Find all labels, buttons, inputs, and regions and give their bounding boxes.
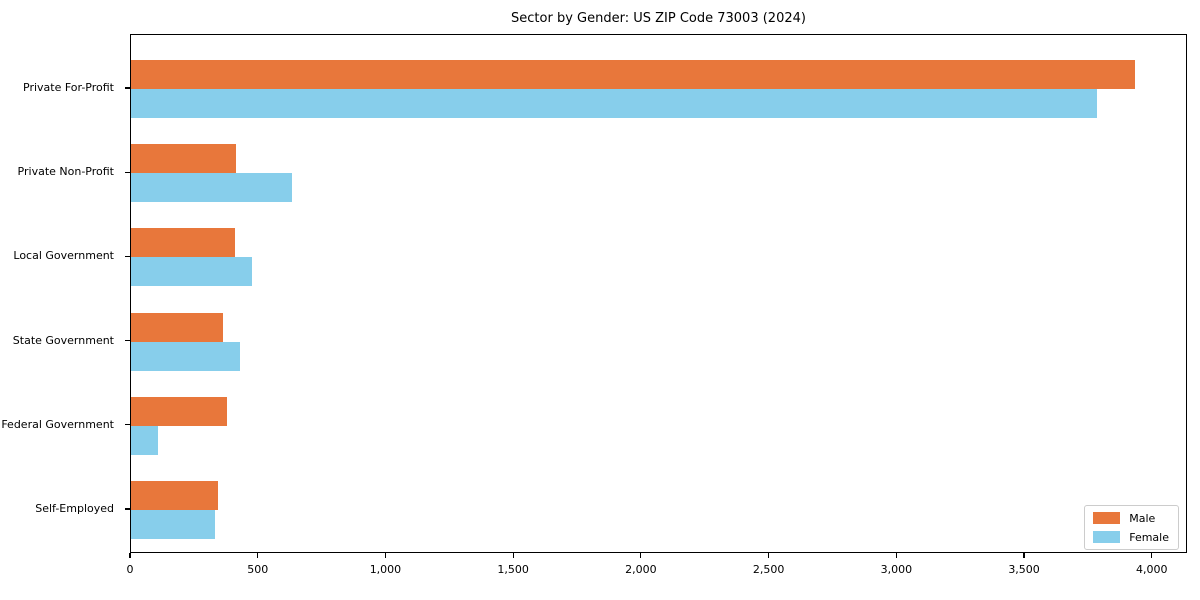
x-axis: 0 500 1,000 1,500 2,000 2,500 3,000 3,500 4,000 xyxy=(127,553,1187,583)
y-axis-tick-mark xyxy=(125,424,130,426)
legend-label-male: Male xyxy=(1129,511,1156,525)
legend-label-female: Female xyxy=(1129,530,1169,544)
bar-female-6 xyxy=(131,510,216,539)
y-axis-label: Federal Government xyxy=(1,417,114,431)
x-axis-tick-mark xyxy=(768,553,770,558)
bar-female-2 xyxy=(131,173,292,203)
y-axis-tick-mark xyxy=(125,255,130,257)
bar-male-5 xyxy=(131,396,227,426)
legend-swatch-female-icon xyxy=(1093,531,1121,543)
x-axis-tick-mark xyxy=(384,553,387,558)
x-axis-tick-mark xyxy=(895,553,897,558)
x-axis-tick-label: 2,500 xyxy=(752,563,785,576)
x-axis-tick-mark xyxy=(640,553,642,558)
bar-male-3 xyxy=(131,228,235,258)
x-axis-tick-label: 1,500 xyxy=(497,563,529,576)
x-axis-tick-label: 500 xyxy=(247,563,269,576)
x-axis-tick-label: 4,000 xyxy=(1136,563,1168,576)
x-axis-tick-mark xyxy=(257,553,259,558)
y-axis-labels: Private For-Profit Private Non-Profit Loca… xyxy=(0,34,122,553)
bar-male-2 xyxy=(131,144,236,174)
x-axis-tick-label: 2,000 xyxy=(625,563,657,576)
legend: Male Female xyxy=(1084,505,1179,550)
y-axis-label: State Government xyxy=(12,333,114,347)
bar-female-1 xyxy=(131,89,1097,118)
y-axis-label: Private For-Profit xyxy=(23,81,114,94)
plot-area: Male Female xyxy=(130,34,1187,553)
y-axis-label: Local Government xyxy=(13,249,114,263)
legend-item-male: Male xyxy=(1093,512,1169,524)
x-axis-tick-mark xyxy=(1023,553,1025,558)
bar-male-1 xyxy=(131,60,1135,89)
bar-male-6 xyxy=(131,481,218,510)
y-axis-tick-mark xyxy=(125,171,130,173)
y-axis-label: Self-Employed xyxy=(35,502,114,515)
y-axis-tick-mark xyxy=(125,87,130,89)
legend-swatch-male-icon xyxy=(1093,512,1121,524)
x-axis-tick-label: 0 xyxy=(126,563,134,576)
bar-female-3 xyxy=(131,257,253,287)
x-axis-tick-label: 3,000 xyxy=(880,563,913,576)
x-axis-tick-mark xyxy=(512,553,514,558)
legend-item-female: Female xyxy=(1093,531,1169,543)
y-axis-tick-mark xyxy=(125,508,130,510)
y-axis-tick-mark xyxy=(125,340,130,342)
x-axis-tick-label: 3,500 xyxy=(1008,563,1040,576)
bar-female-4 xyxy=(131,341,240,371)
x-axis-tick-mark xyxy=(129,553,131,558)
bar-female-5 xyxy=(131,425,158,455)
x-axis-tick-mark xyxy=(1151,553,1153,558)
chart-title: Sector by Gender: US ZIP Code 73003 (202… xyxy=(511,11,806,26)
x-axis-tick-label: 1,000 xyxy=(369,563,402,576)
y-axis-label: Private Non-Profit xyxy=(17,165,114,179)
bar-male-4 xyxy=(131,312,223,342)
